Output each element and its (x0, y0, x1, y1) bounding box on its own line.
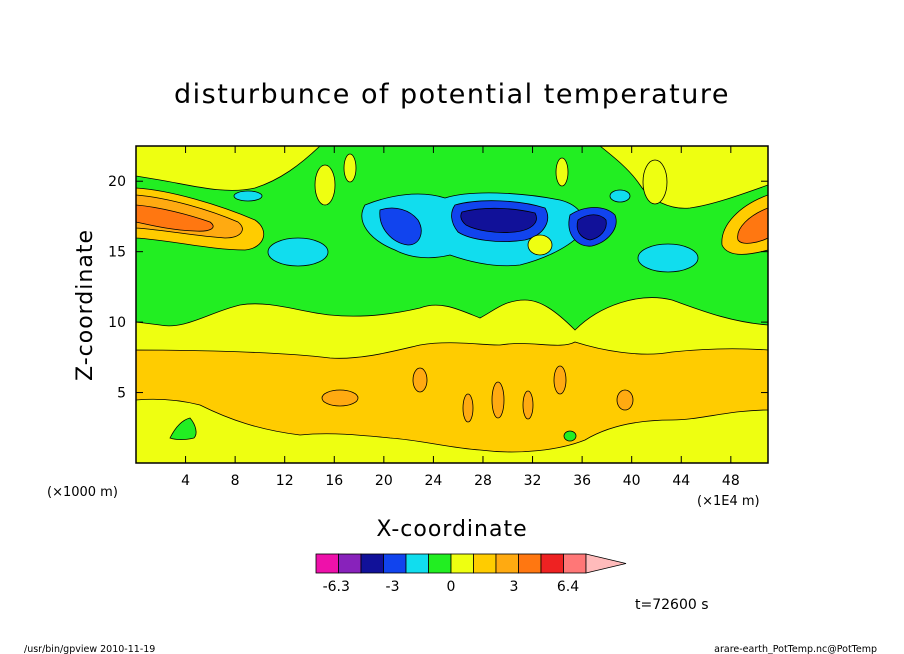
field-region-yellow-top-right (599, 146, 768, 209)
colorbar-swatch (428, 553, 452, 574)
colorbar-arrow (585, 553, 627, 574)
colorbar-swatch (450, 553, 474, 574)
field-blob-cyan (233, 190, 263, 202)
colorbar-swatch (563, 553, 587, 574)
field-blob-yellow (642, 159, 668, 205)
field-blob-orange (522, 390, 534, 420)
colorbar-swatch (495, 553, 519, 574)
x-tick-label: 4 (181, 473, 190, 489)
chart-title: disturbunce of potential temperature (174, 79, 730, 110)
colorbar-tick-label: -3 (386, 579, 400, 595)
field-blob-cyan (637, 243, 699, 273)
y-tick-label: 20 (108, 174, 126, 190)
field-blob-cyan (267, 237, 329, 267)
colorbar-tick-label: 0 (447, 579, 456, 595)
colorbar-swatch (383, 553, 407, 574)
field-region-yellow-top (136, 146, 321, 191)
time-label: t=72600 s (635, 597, 709, 613)
x-tick-label: 20 (375, 473, 393, 489)
field-blob-yellow (343, 153, 357, 183)
colorbar-tick-label: 3 (510, 579, 519, 595)
x-axis-unit: (×1E4 m) (697, 494, 760, 509)
y-axis-label: Z-coordinate (73, 229, 98, 381)
x-tick-label: 48 (722, 473, 740, 489)
field-blob-cyan (609, 189, 631, 203)
field-region-red-left (136, 204, 214, 232)
x-tick-label: 8 (231, 473, 240, 489)
field-blob-orange (321, 389, 359, 407)
x-axis: 4 8 12 16 20 24 28 32 36 40 44 48 (181, 146, 740, 489)
colorbar-swatch (360, 553, 384, 574)
y-axis-unit: (×1000 m) (47, 485, 118, 500)
field-blob-green (563, 430, 577, 442)
colorbar-swatch (518, 553, 542, 574)
y-tick-label: 15 (108, 245, 126, 261)
colorbar-tick-label: 6.4 (557, 579, 579, 595)
field-region-red-right (737, 207, 768, 244)
field-band-orange (136, 341, 768, 453)
field-blob-orange (412, 367, 428, 393)
x-tick-label: 12 (276, 473, 294, 489)
field-blob-yellow (527, 234, 553, 256)
x-tick-label: 36 (573, 473, 591, 489)
field-blob-orange (616, 389, 634, 411)
field-blob-yellow (555, 157, 569, 187)
colorbar-swatch (473, 553, 497, 574)
y-tick-label: 10 (108, 315, 126, 331)
field-blob-green (169, 417, 197, 440)
plot-frame (135, 145, 769, 464)
field-region-navy-right (576, 214, 607, 241)
plot-area (136, 146, 768, 463)
colorbar-swatch (540, 553, 564, 574)
field-blob-orange (462, 393, 474, 423)
y-tick-label: 5 (117, 386, 126, 402)
colorbar (315, 553, 627, 574)
x-tick-label: 16 (325, 473, 343, 489)
colorbar-swatch (405, 553, 429, 574)
x-tick-label: 28 (474, 473, 492, 489)
field-blob-yellow (314, 164, 336, 206)
colorbar-swatch (338, 553, 362, 574)
colorbar-ticks: -6.3 -3 0 3 6.4 (323, 579, 580, 595)
footer-left: /usr/bin/gpview 2010-11-19 (24, 644, 155, 654)
field-region-navy-center (460, 207, 537, 233)
field-region-blue-center (379, 207, 422, 246)
x-axis-label: X-coordinate (376, 517, 527, 542)
x-tick-label: 40 (623, 473, 641, 489)
x-tick-label: 44 (672, 473, 690, 489)
x-tick-label: 24 (424, 473, 442, 489)
colorbar-swatch (315, 553, 339, 574)
field-blob-orange (553, 365, 567, 395)
field-blob-orange (491, 381, 505, 419)
x-tick-label: 32 (524, 473, 542, 489)
footer-right: arare-earth_PotTemp.nc@PotTemp (714, 644, 877, 654)
colorbar-tick-label: -6.3 (323, 579, 350, 595)
y-axis: 5 10 15 20 (108, 174, 768, 402)
